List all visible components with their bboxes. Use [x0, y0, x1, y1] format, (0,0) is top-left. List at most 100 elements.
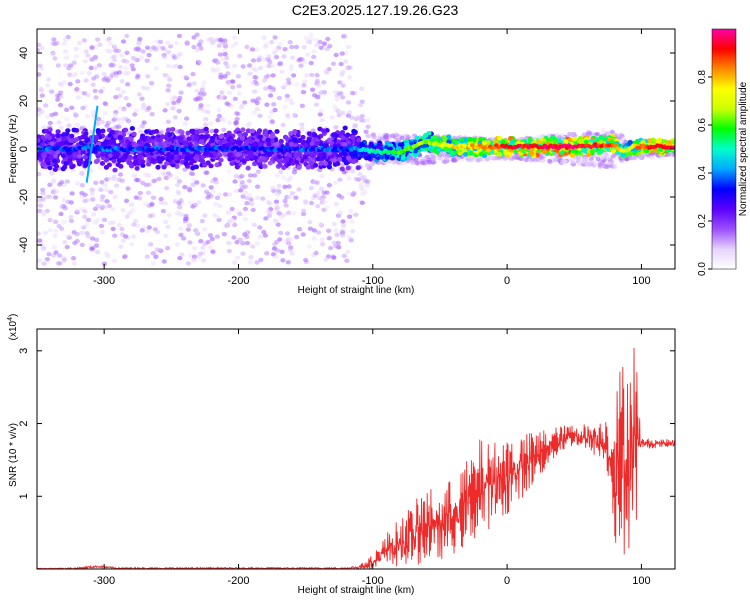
spectrogram-cell: [64, 55, 70, 60]
spectrogram-cell: [186, 186, 192, 191]
spectrogram-cell: [272, 218, 278, 223]
spectrogram-cell: [174, 40, 180, 46]
spectrogram-cell: [37, 238, 43, 243]
spectrogram-cell: [187, 240, 193, 245]
spectrogram-cell: [59, 180, 65, 185]
spectrogram-cell: [160, 46, 166, 51]
spectrogram-cell: [546, 158, 553, 164]
spectrogram-cell: [70, 256, 77, 261]
spectrogram-cell: [207, 233, 213, 238]
spectrogram-cell: [278, 230, 284, 236]
spectrogram-cell: [84, 114, 91, 119]
spectrogram-cell: [314, 180, 320, 185]
spectrogram-cell: [268, 93, 274, 98]
spectrogram-cell: [247, 193, 253, 198]
spectrogram-cell: [350, 228, 356, 234]
spectrogram-cell: [242, 232, 248, 237]
spectrogram-cell: [475, 158, 481, 163]
spectrogram-cell: [226, 248, 232, 254]
spectrogram-cell: [242, 216, 248, 222]
spectrogram-cell: [111, 158, 117, 164]
spectrogram-cell: [267, 59, 273, 65]
spectrogram-cell: [58, 95, 65, 100]
spectrogram-cell: [341, 253, 347, 259]
spectrogram-cell: [242, 206, 249, 212]
spectrogram-cell: [311, 54, 317, 60]
spectrogram-cell: [120, 89, 126, 95]
spectrogram-cell: [164, 186, 170, 191]
spectrogram-cell: [92, 56, 98, 61]
spectrogram-cell: [339, 195, 345, 200]
spectrogram-cell: [166, 63, 172, 69]
spectrogram-cell: [99, 119, 106, 125]
spectrogram-cell: [289, 191, 295, 196]
spectrogram-cell: [371, 134, 377, 140]
spectrogram-cell: [177, 129, 183, 134]
spectrogram-cell: [235, 255, 241, 260]
spectrogram-cell: [317, 39, 323, 45]
spectrogram-cell: [280, 258, 286, 263]
spectrogram-cell: [269, 40, 275, 45]
spectrogram-cell: [50, 51, 56, 57]
spectrogram-cell: [190, 182, 196, 187]
spectrogram-cell: [200, 183, 206, 188]
spectrogram-cell: [120, 207, 126, 213]
spectrogram-cell: [149, 112, 155, 117]
spectrogram-cell: [45, 77, 52, 82]
spectrogram-cell: [191, 35, 197, 40]
spectrogram-cell: [318, 89, 325, 95]
spectrogram-cell: [311, 49, 317, 54]
spectrogram-cell: [347, 65, 353, 70]
spectrogram-cell: [167, 173, 173, 178]
spectrogram-cell: [205, 103, 211, 108]
spectrogram-cell: [136, 92, 142, 97]
spectrogram-cell: [47, 182, 53, 187]
spectrogram-cell: [75, 181, 81, 186]
spectrogram-cell: [71, 60, 77, 66]
spectrogram-cell: [131, 234, 137, 239]
spectrogram-cell: [511, 155, 517, 160]
spectrogram-cell: [359, 86, 365, 91]
spectrogram-cell: [205, 109, 211, 115]
spectrogram-cell: [238, 105, 245, 111]
spectrogram-cell: [347, 214, 353, 219]
spectrogram-cell: [39, 243, 46, 248]
spectrogram-cell: [430, 152, 436, 157]
spectrogram-cell: [102, 183, 108, 188]
spectrogram-cell: [314, 78, 320, 84]
spectrogram-cell: [106, 176, 112, 181]
spectrogram-cell: [109, 62, 115, 67]
spectrogram-cell: [265, 137, 271, 143]
spectrogram-cell: [140, 180, 146, 186]
spectrogram-cell: [234, 111, 240, 116]
spectrogram-cell: [113, 109, 119, 115]
spectrogram-cell: [80, 105, 86, 111]
spectrogram-cell: [444, 156, 450, 161]
spectrogram-cell: [261, 229, 267, 235]
spectrogram-cell: [47, 120, 53, 126]
spectrogram-cell: [55, 63, 61, 68]
spectrogram-cell: [592, 160, 598, 165]
spectrogram-cell: [94, 237, 100, 243]
spectrogram-cell: [331, 221, 337, 227]
spectrogram-cell: [139, 141, 145, 147]
spectrogram-cell: [222, 38, 228, 43]
spectrogram-cell: [313, 162, 319, 168]
spectrogram-cell: [340, 219, 346, 224]
spectrogram-cell: [265, 73, 271, 79]
spectrogram-cell: [307, 220, 313, 225]
spectrogram-cell: [199, 218, 205, 224]
spectrogram-cell: [133, 108, 139, 113]
spectrogram-cell: [221, 232, 227, 237]
spectrogram-cell: [339, 71, 345, 76]
spectrogram-cell: [263, 216, 269, 221]
spectrogram-cell: [98, 165, 104, 170]
spectrogram-cell: [346, 176, 352, 181]
spectrogram-cell: [178, 232, 184, 238]
spectrogram-cell: [110, 220, 116, 225]
spectrogram-cell: [55, 97, 61, 102]
spectrogram-cell: [254, 107, 260, 112]
spectrogram-cell: [168, 44, 174, 49]
spectrogram-cell: [537, 134, 543, 139]
